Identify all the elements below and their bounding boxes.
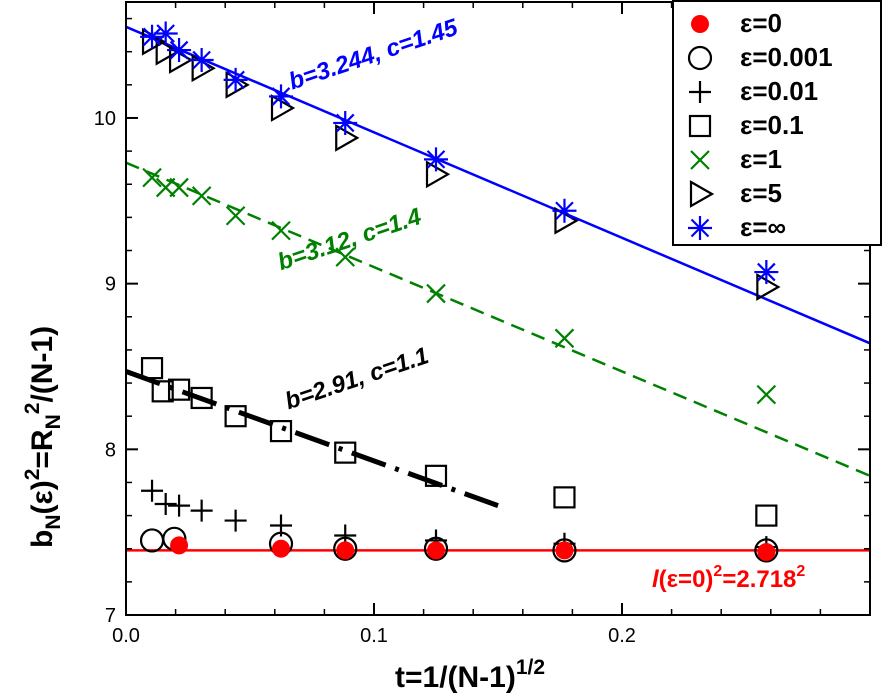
marker-eps-1-4 bbox=[225, 205, 246, 226]
marker-eps-0-5 bbox=[757, 543, 776, 562]
marker-eps-0.1-5 bbox=[269, 420, 293, 443]
limit-label-mid: (ε=0) bbox=[659, 566, 714, 593]
y-axis-title-sup1: 2 bbox=[21, 469, 44, 481]
marker-eps-0-0 bbox=[170, 536, 189, 555]
legend-box bbox=[672, 0, 882, 246]
legend-label-eps-0.01: ε=0.01 bbox=[740, 76, 818, 106]
marker-eps-5-7 bbox=[425, 160, 451, 189]
legend-symbol-eps-0.1 bbox=[688, 114, 712, 138]
marker-eps-inf-7 bbox=[424, 147, 448, 172]
marker-eps-0.1-0 bbox=[140, 357, 164, 380]
y-tick-label-3: 10 bbox=[94, 108, 116, 130]
marker-eps-0-2 bbox=[336, 541, 355, 560]
marker-eps-5-5 bbox=[270, 94, 296, 122]
legend-symbol-eps-inf bbox=[688, 216, 712, 240]
marker-eps-inf-6 bbox=[333, 110, 358, 135]
y-tick-label-2: 9 bbox=[105, 274, 116, 296]
marker-eps-0.1-4 bbox=[224, 405, 247, 428]
limit-label-eq: =2.718 bbox=[722, 566, 796, 593]
legend-symbol-eps-0.001 bbox=[687, 45, 713, 71]
legend-label-eps-1: ε=1 bbox=[740, 144, 782, 174]
marker-eps-5-1 bbox=[155, 37, 180, 66]
legend: ε=0 ε=0.001 ε=0.01 ε=0.1 ε=1 ε=5 ε=∞ bbox=[672, 0, 882, 246]
marker-eps-1-5 bbox=[271, 220, 291, 241]
fit-eps-1-line bbox=[126, 161, 870, 477]
marker-eps-0.01-4 bbox=[224, 509, 247, 532]
marker-eps-inf-3 bbox=[189, 47, 214, 72]
legend-symbols bbox=[687, 15, 715, 240]
marker-eps-0.01-2 bbox=[168, 494, 191, 517]
marker-eps-5-6 bbox=[335, 123, 360, 152]
marker-eps-1-0 bbox=[142, 167, 162, 188]
plot-frame bbox=[125, 1, 871, 616]
legend-symbol-eps-0 bbox=[691, 15, 709, 33]
marker-eps-5-8 bbox=[554, 206, 579, 235]
marker-eps-0.1-6 bbox=[334, 441, 357, 464]
marker-eps-1-7 bbox=[426, 283, 446, 304]
marker-eps-0.01-3 bbox=[190, 499, 213, 522]
legend-label-eps-0.1: ε=0.1 bbox=[740, 110, 804, 140]
marker-eps-0-1 bbox=[272, 539, 290, 558]
marker-eps-0-4 bbox=[555, 541, 574, 560]
marker-eps-1-8 bbox=[554, 328, 575, 349]
marker-eps-1-6 bbox=[335, 247, 356, 267]
limit-label-sup2: 2 bbox=[796, 563, 805, 580]
marker-eps-0.01-0 bbox=[141, 479, 164, 502]
data-markers bbox=[139, 21, 781, 563]
x-axis-title-main: t=1/(N-1) bbox=[395, 661, 516, 694]
limit-label-sup1: 2 bbox=[713, 563, 722, 580]
y-axis-title: bN(ε)2=RN2/(N-1) bbox=[21, 326, 65, 548]
marker-eps-0.1-3 bbox=[190, 386, 213, 410]
limit-label: l(ε=0)2=2.7182 bbox=[652, 563, 805, 593]
marker-eps-inf-0 bbox=[140, 24, 165, 49]
marker-eps-0.01-1 bbox=[154, 492, 177, 515]
y-axis-title-eps: (ε) bbox=[26, 480, 59, 514]
legend-symbol-eps-1 bbox=[690, 150, 710, 170]
legend-label-eps-0: ε=0 bbox=[740, 8, 782, 38]
marker-eps-0.1-1 bbox=[151, 380, 174, 403]
marker-eps-5-9 bbox=[756, 273, 781, 301]
marker-eps-1-3 bbox=[191, 186, 212, 206]
marker-eps-inf-4 bbox=[223, 67, 248, 92]
fit-infinity-line bbox=[126, 25, 870, 345]
legend-label-eps-inf: ε=∞ bbox=[740, 212, 786, 242]
y-axis-title-sub-n2: N bbox=[42, 414, 65, 429]
y-axis-title-denominator: /(N-1) bbox=[26, 326, 59, 403]
x-axis-title-sup: 1/2 bbox=[516, 656, 545, 679]
marker-eps-0.01-5 bbox=[270, 514, 292, 537]
y-axis-title-eq-r: =R bbox=[26, 429, 59, 469]
legend-symbol-eps-0.01 bbox=[689, 81, 711, 103]
y-tick-label-0: 7 bbox=[105, 605, 116, 627]
marker-eps-1-2 bbox=[169, 177, 189, 198]
x-tick-label-2: 0.2 bbox=[608, 625, 636, 647]
y-axis-title-b: b bbox=[26, 530, 59, 548]
marker-eps-0-3 bbox=[427, 541, 445, 560]
legend-label-eps-0.001: ε=0.001 bbox=[740, 42, 833, 72]
x-tick-label-1: 0.1 bbox=[360, 625, 388, 647]
x-axis-title: t=1/(N-1)1/2 bbox=[395, 656, 545, 694]
y-axis-title-sub-n1: N bbox=[42, 515, 65, 530]
marker-eps-0.1-7 bbox=[424, 464, 448, 487]
marker-eps-inf-2 bbox=[167, 38, 192, 63]
marker-eps-0.1-8 bbox=[553, 486, 576, 509]
legend-label-eps-5: ε=5 bbox=[740, 178, 782, 208]
x-tick-label-0: 0.0 bbox=[112, 625, 140, 647]
marker-eps-inf-5 bbox=[269, 84, 293, 109]
marker-eps-0.1-2 bbox=[167, 378, 191, 401]
marker-eps-1-9 bbox=[756, 384, 777, 405]
limit-label-prefix: l bbox=[652, 566, 660, 593]
legend-symbol-eps-5 bbox=[689, 180, 715, 208]
y-axis-title-sup2: 2 bbox=[21, 403, 44, 415]
marker-eps-inf-8 bbox=[552, 198, 577, 223]
y-tick-label-1: 8 bbox=[105, 439, 116, 461]
marker-eps-inf-1 bbox=[153, 21, 178, 46]
marker-eps-0.1-9 bbox=[755, 504, 778, 527]
marker-eps-inf-9 bbox=[754, 260, 779, 285]
marker-eps-5-2 bbox=[168, 46, 194, 74]
